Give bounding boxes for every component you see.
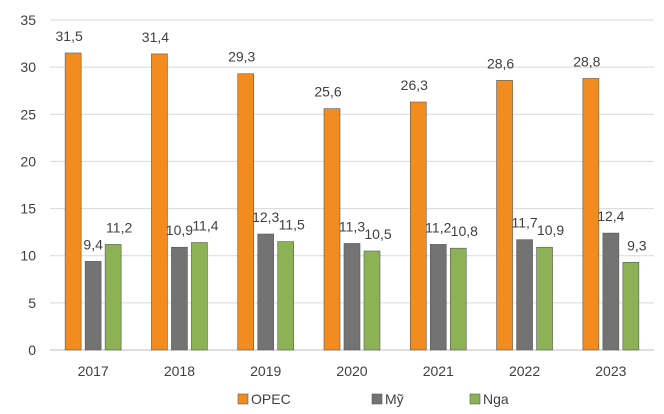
bar-nga [277,241,295,351]
data-label: 28,6 [487,55,514,71]
bar-opec [323,108,341,351]
x-tick-label: 2020 [336,363,367,379]
bar-opec [582,78,600,351]
y-tick-label: 20 [20,153,36,169]
bar-opec [496,80,513,351]
bars [64,52,640,351]
data-label: 11,3 [339,218,365,234]
x-tick-label: 2018 [164,363,195,379]
x-tick-label: 2019 [250,363,281,379]
legend-swatch [469,393,481,405]
data-label: 11,7 [511,215,537,231]
bar-nga [622,262,640,351]
bar-nga [449,247,467,351]
data-label: 10,5 [364,226,391,242]
data-label: 12,3 [252,209,279,225]
data-label: 10,9 [537,222,564,238]
data-label: 11,2 [106,219,132,235]
data-label: 11,5 [279,217,305,233]
legend-swatch [371,393,383,405]
bar-mỹ [257,233,275,351]
bar-mỹ [343,243,361,351]
bar-nga [363,250,381,351]
data-label: 10,8 [451,223,478,239]
bar-opec [64,52,82,351]
bar-nga [536,246,553,351]
bar-mỹ [171,246,188,351]
bar-mỹ [602,232,620,351]
y-tick-label: 5 [28,295,36,311]
bar-nga [191,242,208,351]
legend: OPEC Mỹ Nga [237,391,509,407]
bar-nga [104,244,122,351]
data-label: 11,4 [192,218,218,234]
legend-label: OPEC [251,391,291,407]
y-tick-label: 0 [28,342,36,358]
y-tick-label: 35 [20,12,36,28]
data-label: 11,2 [425,219,451,235]
bar-opec [409,101,427,351]
data-label: 12,4 [597,208,624,224]
x-tick-label: 2017 [78,363,109,379]
data-label: 28,8 [573,53,600,69]
data-labels: 31,59,411,231,410,9 11,429,312,3 11,525,61… [56,28,647,253]
y-tick-label: 15 [20,201,36,217]
y-tick-label: 30 [20,59,36,75]
data-label: 9,4 [83,236,103,252]
legend-label: Mỹ [385,391,404,407]
data-label: 9,3 [627,237,647,253]
x-axis-ticks: 2017 2018 2019 2020 2021 2022 2023 [78,363,627,379]
bar-opec [237,73,255,351]
data-label: 10,9 [166,222,193,238]
bar-opec [151,53,168,351]
data-label: 29,3 [228,49,255,65]
bar-mỹ [516,239,533,351]
data-label: 25,6 [314,84,341,100]
x-tick-label: 2022 [509,363,540,379]
y-tick-label: 25 [20,106,36,122]
bar-mỹ [84,261,102,351]
data-label: 31,4 [142,29,169,45]
data-label: 31,5 [56,28,83,44]
y-axis-ticks: 0 5 10 15 20 25 30 35 [20,12,36,358]
bar-mỹ [429,244,447,351]
legend-label: Nga [483,391,509,407]
y-tick-label: 10 [20,248,36,264]
x-tick-label: 2021 [423,363,454,379]
legend-swatch [237,393,249,405]
data-label: 26,3 [401,77,428,93]
x-tick-label: 2023 [595,363,626,379]
